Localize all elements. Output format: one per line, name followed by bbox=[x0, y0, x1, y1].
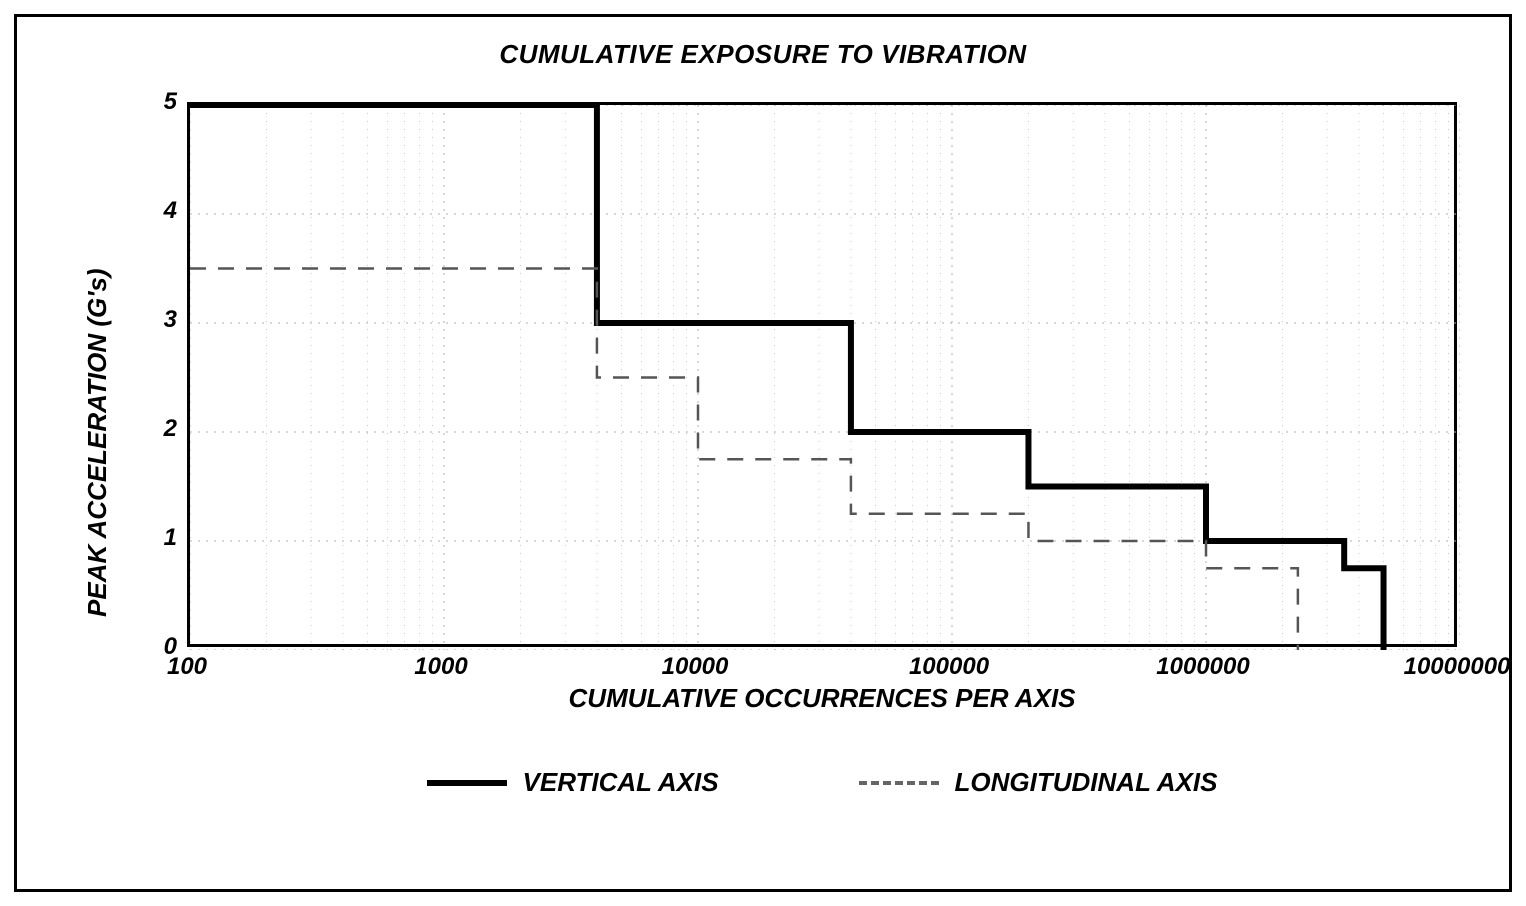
y-tick-label: 2 bbox=[137, 415, 177, 443]
plot-area bbox=[187, 102, 1457, 647]
legend-swatch-longitudinal bbox=[859, 781, 939, 785]
legend-swatch-vertical bbox=[427, 780, 507, 786]
x-tick-label: 10000000 bbox=[1367, 653, 1526, 681]
x-tick-label: 10000 bbox=[605, 653, 785, 681]
legend-item-vertical: VERTICAL AXIS bbox=[427, 767, 719, 798]
y-axis-label: PEAK ACCELERATION (G's) bbox=[82, 268, 113, 617]
y-tick-label: 5 bbox=[137, 88, 177, 116]
legend-label-vertical: VERTICAL AXIS bbox=[523, 767, 719, 798]
plot-svg bbox=[190, 105, 1460, 650]
chart-frame: CUMULATIVE EXPOSURE TO VIBRATION PEAK AC… bbox=[14, 14, 1512, 892]
chart-title: CUMULATIVE EXPOSURE TO VIBRATION bbox=[17, 39, 1509, 70]
y-tick-label: 1 bbox=[137, 524, 177, 552]
x-tick-label: 100000 bbox=[859, 653, 1039, 681]
x-tick-label: 100 bbox=[97, 653, 277, 681]
y-tick-label: 3 bbox=[137, 306, 177, 334]
x-tick-label: 1000000 bbox=[1113, 653, 1293, 681]
legend-item-longitudinal: LONGITUDINAL AXIS bbox=[859, 767, 1218, 798]
legend: VERTICAL AXIS LONGITUDINAL AXIS bbox=[187, 767, 1457, 798]
legend-label-longitudinal: LONGITUDINAL AXIS bbox=[955, 767, 1218, 798]
x-tick-label: 1000 bbox=[351, 653, 531, 681]
x-axis-label: CUMULATIVE OCCURRENCES PER AXIS bbox=[187, 683, 1457, 714]
y-tick-label: 4 bbox=[137, 197, 177, 225]
